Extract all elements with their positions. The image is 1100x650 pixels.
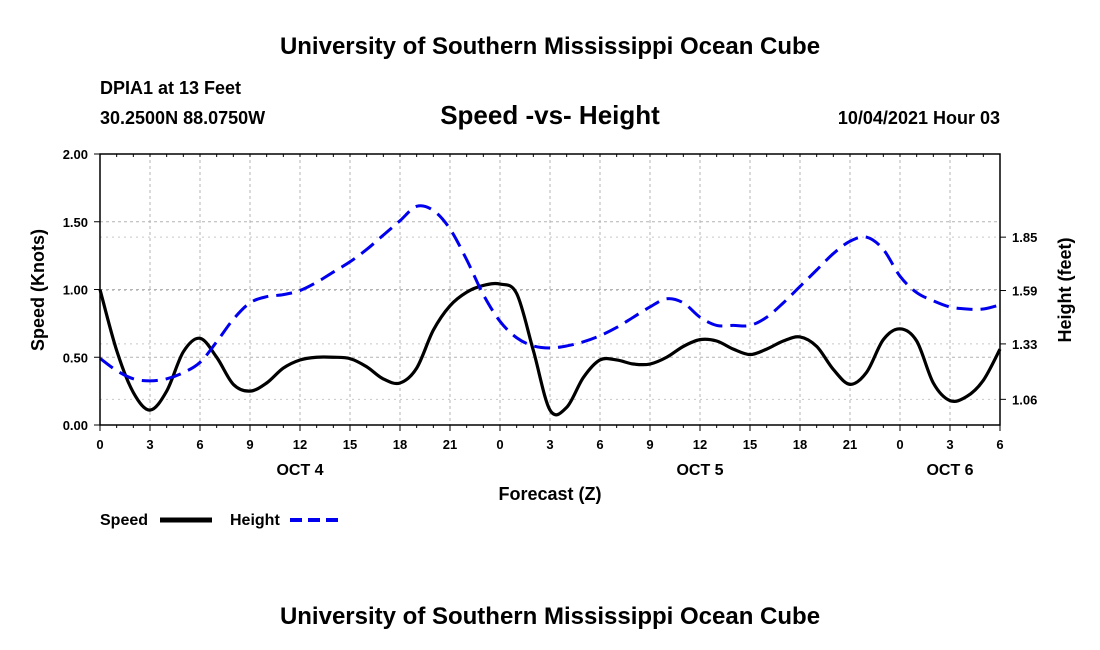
- x-tick-label: 15: [743, 437, 757, 452]
- y-right-tick-label: 1.59: [1012, 284, 1037, 299]
- series-line-speed: [98, 281, 1002, 417]
- y-right-tick-label: 1.85: [1012, 230, 1037, 245]
- x-tick-label: 12: [693, 437, 707, 452]
- x-tick-label: 9: [646, 437, 653, 452]
- grid-lines: [100, 154, 1000, 425]
- series-lines: [98, 204, 1002, 417]
- day-label: OCT 5: [676, 462, 723, 479]
- x-tick-label: 21: [843, 437, 857, 452]
- x-tick-label: 3: [146, 437, 153, 452]
- x-tick-label: 0: [896, 437, 903, 452]
- x-tick-label: 0: [96, 437, 103, 452]
- legend-height-label: Height: [230, 512, 280, 529]
- title-top: University of Southern Mississippi Ocean…: [280, 33, 820, 60]
- y-axis-left-label: Speed (Knots): [28, 229, 48, 351]
- legend: Speed Height: [100, 512, 342, 529]
- x-tick-label: 12: [293, 437, 307, 452]
- y-left-tick-label: 0.50: [63, 350, 88, 365]
- day-label: OCT 6: [926, 462, 973, 479]
- x-tick-label: 3: [546, 437, 553, 452]
- x-tick-label: 3: [946, 437, 953, 452]
- x-tick-label: 18: [393, 437, 407, 452]
- chart-title: Speed -vs- Height: [440, 100, 660, 130]
- title-bottom: University of Southern Mississippi Ocean…: [280, 603, 820, 630]
- y-left-tick-label: 0.00: [63, 418, 88, 433]
- y-left-tick-label: 2.00: [63, 147, 88, 162]
- legend-speed-label: Speed: [100, 512, 148, 529]
- tick-labels: 0 3 6 9 12 15 18 21 0 3 6 9 12 15 18 21 0 3 6 0.00 0.50 1.00 1…: [63, 147, 1038, 479]
- y-right-tick-label: 1.33: [1012, 337, 1037, 352]
- x-tick-label: 15: [343, 437, 357, 452]
- x-tick-label: 0: [496, 437, 503, 452]
- x-tick-label: 6: [596, 437, 603, 452]
- x-tick-label: 6: [996, 437, 1003, 452]
- x-tick-label: 9: [246, 437, 253, 452]
- datetime-label: 10/04/2021 Hour 03: [838, 108, 1000, 128]
- y-left-tick-label: 1.00: [63, 283, 88, 298]
- y-right-tick-label: 1.06: [1012, 392, 1037, 407]
- y-axis-right-label: Height (feet): [1055, 238, 1075, 343]
- station-label: DPIA1 at 13 Feet: [100, 78, 241, 98]
- x-tick-label: 6: [196, 437, 203, 452]
- y-left-tick-label: 1.50: [63, 215, 88, 230]
- series-line-height: [99, 204, 1001, 383]
- x-axis-label: Forecast (Z): [498, 484, 601, 504]
- day-label: OCT 4: [276, 462, 323, 479]
- coords-label: 30.2500N 88.0750W: [100, 108, 265, 128]
- x-tick-label: 18: [793, 437, 807, 452]
- plot-frame: [99, 153, 1001, 426]
- x-tick-label: 21: [443, 437, 457, 452]
